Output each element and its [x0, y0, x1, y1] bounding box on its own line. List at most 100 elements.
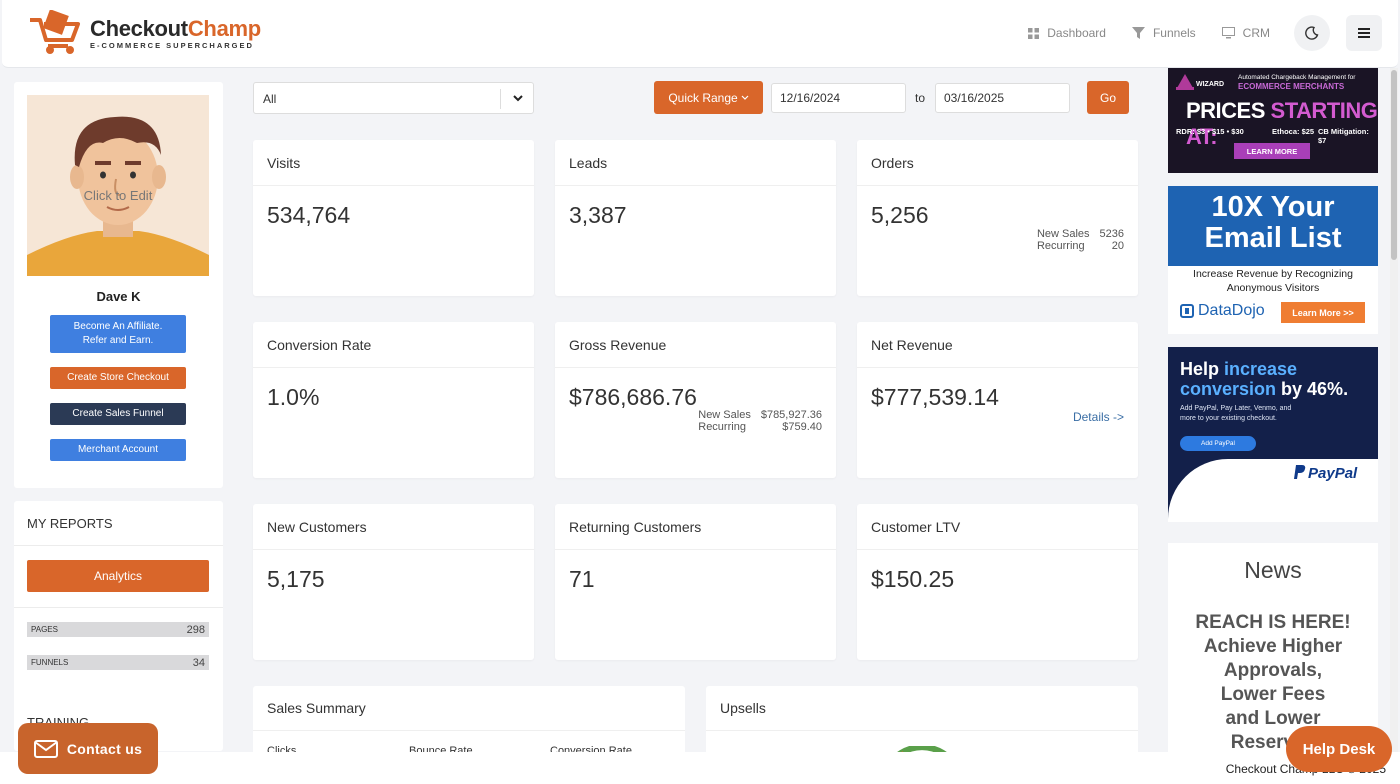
- hamburger-icon: [1358, 28, 1370, 38]
- customer-ltv-value: $150.25: [871, 566, 955, 592]
- monitor-icon: [1221, 27, 1235, 39]
- customer-ltv-title: Customer LTV: [871, 519, 961, 535]
- orders-card: Orders 5,256 New Sales 5236 Recurring 20: [857, 140, 1138, 296]
- card-divider: [253, 185, 534, 186]
- news-title: News: [1244, 557, 1302, 583]
- store-select[interactable]: All: [253, 82, 534, 114]
- returning-customers-title: Returning Customers: [569, 519, 702, 535]
- ad2-learn-more-button[interactable]: Learn More >>: [1281, 302, 1365, 323]
- new-customers-title: New Customers: [267, 519, 367, 535]
- ad1-brand: WIZARD: [1196, 81, 1224, 88]
- new-customers-value: 5,175: [267, 566, 325, 592]
- orders-title: Orders: [871, 155, 914, 171]
- my-reports-card: MY REPORTS Analytics PAGES 298 FUNNELS 3…: [14, 501, 223, 751]
- select-divider: [500, 89, 501, 109]
- quick-range-label: Quick Range: [668, 90, 738, 105]
- affiliate-line-1: Become An Affiliate.: [73, 321, 163, 332]
- card-divider: [555, 549, 836, 550]
- nav-funnels[interactable]: Funnels: [1131, 26, 1196, 40]
- sales-summary-title: Sales Summary: [267, 700, 366, 716]
- upsells-title: Upsells: [720, 700, 766, 716]
- gross-new-sales-value: $785,927.36: [760, 409, 822, 421]
- profile-card: Click to Edit Dave K Become An Affiliate…: [14, 82, 223, 488]
- ad3-headline-2b: by 46%.: [1276, 379, 1349, 399]
- merchant-account-button[interactable]: Merchant Account: [50, 439, 186, 461]
- news-line-3: Approvals,: [1223, 660, 1323, 681]
- scrollbar-thumb[interactable]: [1391, 70, 1397, 260]
- ad3-sub-2: more to your existing checkout.: [1180, 415, 1277, 422]
- orders-new-sales-value: 5236: [1099, 228, 1124, 240]
- net-revenue-value: $777,539.14: [871, 384, 999, 410]
- date-to-separator: to: [915, 91, 926, 105]
- ad3-headline-2a: conversion: [1180, 379, 1277, 399]
- avatar-edit-hint[interactable]: Click to Edit: [83, 188, 153, 203]
- pages-value: 298: [186, 623, 205, 636]
- orders-breakdown: New Sales 5236 Recurring 20: [1037, 228, 1124, 252]
- orders-new-sales-label: New Sales: [1036, 228, 1090, 240]
- nav-dashboard[interactable]: Dashboard: [1028, 26, 1106, 40]
- contact-us-button[interactable]: Contact us: [18, 723, 158, 774]
- gross-new-sales-label: New Sales: [698, 409, 751, 421]
- card-divider: [253, 730, 685, 731]
- analytics-button[interactable]: Analytics: [27, 560, 209, 592]
- ad3-add-paypal-button[interactable]: Add PayPal: [1180, 436, 1256, 451]
- ad1-headline-b: STARTING AT:: [1186, 98, 1378, 149]
- profile-name: Dave K: [96, 289, 141, 304]
- leads-value: 3,387: [569, 202, 627, 228]
- card-divider: [253, 367, 534, 368]
- brand-logo[interactable]: CheckoutChamp E-COMMERCE SUPERCHARGED: [28, 9, 261, 56]
- contact-us-label: Contact us: [66, 740, 143, 757]
- visits-value: 534,764: [267, 202, 351, 228]
- go-button[interactable]: Go: [1087, 81, 1129, 114]
- affiliate-line-2: Refer and Earn.: [82, 335, 154, 346]
- leads-title: Leads: [569, 155, 608, 171]
- ad2-sub-1: Increase Revenue by Recognizing: [1193, 268, 1353, 280]
- ad3-brand: PayPal: [1308, 465, 1358, 482]
- ad2-sub-2: Anonymous Visitors: [1226, 282, 1320, 294]
- menu-button[interactable]: [1346, 15, 1382, 51]
- help-desk-button[interactable]: Help Desk: [1286, 726, 1392, 772]
- ad1-learn-more-button[interactable]: LEARN MORE: [1234, 143, 1310, 159]
- grid-icon: [1028, 27, 1040, 39]
- net-revenue-details-link[interactable]: Details ->: [1072, 410, 1124, 424]
- net-revenue-card: Net Revenue $777,539.14 Details ->: [857, 322, 1138, 478]
- create-store-checkout-button[interactable]: Create Store Checkout: [50, 367, 186, 389]
- avatar[interactable]: Click to Edit: [27, 95, 209, 276]
- store-select-value: All: [263, 92, 277, 106]
- nav-crm[interactable]: CRM: [1221, 26, 1270, 40]
- chevron-down-icon[interactable]: [512, 92, 524, 104]
- affiliate-button[interactable]: Become An Affiliate. Refer and Earn.: [50, 315, 186, 353]
- gross-revenue-card: Gross Revenue $786,686.76 New Sales $785…: [555, 322, 836, 478]
- chargeback-wizard-ad[interactable]: WIZARD Automated Chargeback Management f…: [1168, 68, 1378, 173]
- pages-label: PAGES: [31, 625, 58, 634]
- card-divider: [253, 549, 534, 550]
- page-scrollbar[interactable]: [1390, 68, 1398, 758]
- gross-revenue-title: Gross Revenue: [569, 337, 667, 353]
- net-revenue-title: Net Revenue: [871, 337, 953, 353]
- ad3-headline-1b: increase: [1224, 359, 1298, 379]
- ad2-headline-1: 10X Your: [1211, 191, 1335, 223]
- create-sales-funnel-button[interactable]: Create Sales Funnel: [50, 403, 186, 425]
- caret-down-icon: [741, 95, 749, 100]
- datadojo-ad[interactable]: 10X Your Email List Increase Revenue by …: [1168, 186, 1378, 334]
- ad3-headline-1a: Help: [1180, 359, 1225, 379]
- funnels-stat-row[interactable]: FUNNELS 34: [27, 655, 209, 670]
- customer-ltv-card: Customer LTV $150.25: [857, 504, 1138, 660]
- card-divider: [555, 185, 836, 186]
- conversion-rate-value: 1.0%: [267, 384, 320, 410]
- visits-card: Visits 534,764: [253, 140, 534, 296]
- ad1-rdr: RDR: $3 • $15 • $30: [1176, 127, 1244, 136]
- paypal-ad[interactable]: Help increase conversion by 46%. Add Pay…: [1168, 347, 1378, 522]
- news-headline[interactable]: REACH IS HERE! Achieve Higher Approvals,…: [1168, 611, 1378, 755]
- date-from-input[interactable]: [771, 83, 906, 113]
- ad1-cb: CB Mitigation: $7: [1318, 127, 1369, 145]
- orders-value: 5,256: [871, 202, 929, 228]
- gross-revenue-value: $786,686.76: [569, 384, 697, 410]
- brand-subtitle: E-COMMERCE SUPERCHARGED: [90, 41, 254, 50]
- date-to-input[interactable]: [935, 83, 1070, 113]
- theme-toggle-button[interactable]: [1294, 15, 1330, 51]
- datadojo-logo-icon: [1180, 304, 1194, 318]
- news-line-4: Lower Fees: [1220, 684, 1326, 705]
- quick-range-button[interactable]: Quick Range: [654, 81, 763, 114]
- pages-stat-row[interactable]: PAGES 298: [27, 622, 209, 637]
